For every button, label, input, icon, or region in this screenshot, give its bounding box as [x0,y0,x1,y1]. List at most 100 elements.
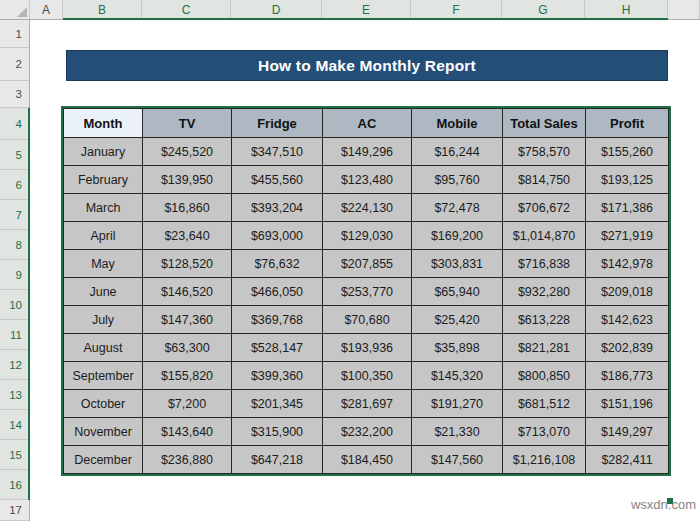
value-cell-september-profit[interactable]: $186,773 [586,362,669,390]
header-cell-total-sales[interactable]: Total Sales [503,109,586,138]
row-header-16[interactable]: 16 [0,470,29,500]
value-cell-march-tv[interactable]: $16,860 [143,194,232,222]
month-cell-december[interactable]: December [64,446,143,474]
value-cell-july-fridge[interactable]: $369,768 [232,306,323,334]
value-cell-may-tv[interactable]: $128,520 [143,250,232,278]
value-cell-december-total-sales[interactable]: $1,216,108 [503,446,586,474]
row-header-8[interactable]: 8 [0,230,29,260]
column-header-G[interactable]: G [502,0,585,19]
month-cell-august[interactable]: August [64,334,143,362]
value-cell-may-mobile[interactable]: $303,831 [412,250,503,278]
value-cell-september-fridge[interactable]: $399,360 [232,362,323,390]
value-cell-october-total-sales[interactable]: $681,512 [503,390,586,418]
value-cell-september-tv[interactable]: $155,820 [143,362,232,390]
value-cell-april-tv[interactable]: $23,640 [143,222,232,250]
value-cell-october-fridge[interactable]: $201,345 [232,390,323,418]
value-cell-june-ac[interactable]: $253,770 [323,278,412,306]
value-cell-july-total-sales[interactable]: $613,228 [503,306,586,334]
value-cell-may-profit[interactable]: $142,978 [586,250,669,278]
value-cell-september-ac[interactable]: $100,350 [323,362,412,390]
report-title-banner[interactable]: How to Make Monthly Report [66,50,668,81]
value-cell-july-profit[interactable]: $142,623 [586,306,669,334]
row-header-2[interactable]: 2 [0,48,29,81]
row-header-12[interactable]: 12 [0,350,29,380]
month-cell-april[interactable]: April [64,222,143,250]
value-cell-march-fridge[interactable]: $393,204 [232,194,323,222]
value-cell-june-fridge[interactable]: $466,050 [232,278,323,306]
value-cell-november-tv[interactable]: $143,640 [143,418,232,446]
value-cell-march-mobile[interactable]: $72,478 [412,194,503,222]
value-cell-march-profit[interactable]: $171,386 [586,194,669,222]
value-cell-august-mobile[interactable]: $35,898 [412,334,503,362]
header-cell-profit[interactable]: Profit [586,109,669,138]
row-header-15[interactable]: 15 [0,440,29,470]
value-cell-june-profit[interactable]: $209,018 [586,278,669,306]
row-header-5[interactable]: 5 [0,140,29,170]
value-cell-january-tv[interactable]: $245,520 [143,138,232,166]
value-cell-august-profit[interactable]: $202,839 [586,334,669,362]
value-cell-august-fridge[interactable]: $528,147 [232,334,323,362]
value-cell-may-ac[interactable]: $207,855 [323,250,412,278]
value-cell-november-ac[interactable]: $232,200 [323,418,412,446]
value-cell-august-ac[interactable]: $193,936 [323,334,412,362]
month-cell-october[interactable]: October [64,390,143,418]
header-cell-ac[interactable]: AC [323,109,412,138]
value-cell-july-tv[interactable]: $147,360 [143,306,232,334]
value-cell-october-ac[interactable]: $281,697 [323,390,412,418]
value-cell-december-profit[interactable]: $282,411 [586,446,669,474]
value-cell-march-total-sales[interactable]: $706,672 [503,194,586,222]
column-header-E[interactable]: E [322,0,411,19]
value-cell-october-profit[interactable]: $151,196 [586,390,669,418]
column-header-partial[interactable] [668,0,700,19]
value-cell-november-total-sales[interactable]: $713,070 [503,418,586,446]
value-cell-february-total-sales[interactable]: $814,750 [503,166,586,194]
row-header-10[interactable]: 10 [0,290,29,320]
value-cell-february-ac[interactable]: $123,480 [323,166,412,194]
value-cell-june-tv[interactable]: $146,520 [143,278,232,306]
month-cell-june[interactable]: June [64,278,143,306]
month-cell-march[interactable]: March [64,194,143,222]
header-cell-mobile[interactable]: Mobile [412,109,503,138]
value-cell-january-ac[interactable]: $149,296 [323,138,412,166]
value-cell-may-total-sales[interactable]: $716,838 [503,250,586,278]
row-header-1[interactable]: 1 [0,20,29,48]
month-cell-january[interactable]: January [64,138,143,166]
value-cell-april-profit[interactable]: $271,919 [586,222,669,250]
column-header-F[interactable]: F [411,0,502,19]
row-header-11[interactable]: 11 [0,320,29,350]
row-header-17[interactable]: 17 [0,500,29,521]
row-header-6[interactable]: 6 [0,170,29,200]
column-header-D[interactable]: D [231,0,322,19]
value-cell-july-mobile[interactable]: $25,420 [412,306,503,334]
value-cell-july-ac[interactable]: $70,680 [323,306,412,334]
value-cell-february-mobile[interactable]: $95,760 [412,166,503,194]
value-cell-december-mobile[interactable]: $147,560 [412,446,503,474]
value-cell-november-fridge[interactable]: $315,900 [232,418,323,446]
header-cell-month[interactable]: Month [64,109,143,138]
month-cell-november[interactable]: November [64,418,143,446]
month-cell-may[interactable]: May [64,250,143,278]
row-header-7[interactable]: 7 [0,200,29,230]
row-header-4[interactable]: 4 [0,108,29,140]
value-cell-june-total-sales[interactable]: $932,280 [503,278,586,306]
row-header-9[interactable]: 9 [0,260,29,290]
header-cell-fridge[interactable]: Fridge [232,109,323,138]
value-cell-january-fridge[interactable]: $347,510 [232,138,323,166]
value-cell-august-total-sales[interactable]: $821,281 [503,334,586,362]
value-cell-february-tv[interactable]: $139,950 [143,166,232,194]
column-header-A[interactable]: A [30,0,63,19]
row-header-14[interactable]: 14 [0,410,29,440]
value-cell-december-tv[interactable]: $236,880 [143,446,232,474]
value-cell-february-fridge[interactable]: $455,560 [232,166,323,194]
value-cell-september-mobile[interactable]: $145,320 [412,362,503,390]
value-cell-september-total-sales[interactable]: $800,850 [503,362,586,390]
month-cell-july[interactable]: July [64,306,143,334]
value-cell-march-ac[interactable]: $224,130 [323,194,412,222]
value-cell-june-mobile[interactable]: $65,940 [412,278,503,306]
column-header-B[interactable]: B [63,0,142,19]
row-header-3[interactable]: 3 [0,81,29,108]
value-cell-january-profit[interactable]: $155,260 [586,138,669,166]
header-cell-tv[interactable]: TV [143,109,232,138]
value-cell-may-fridge[interactable]: $76,632 [232,250,323,278]
value-cell-october-mobile[interactable]: $191,270 [412,390,503,418]
